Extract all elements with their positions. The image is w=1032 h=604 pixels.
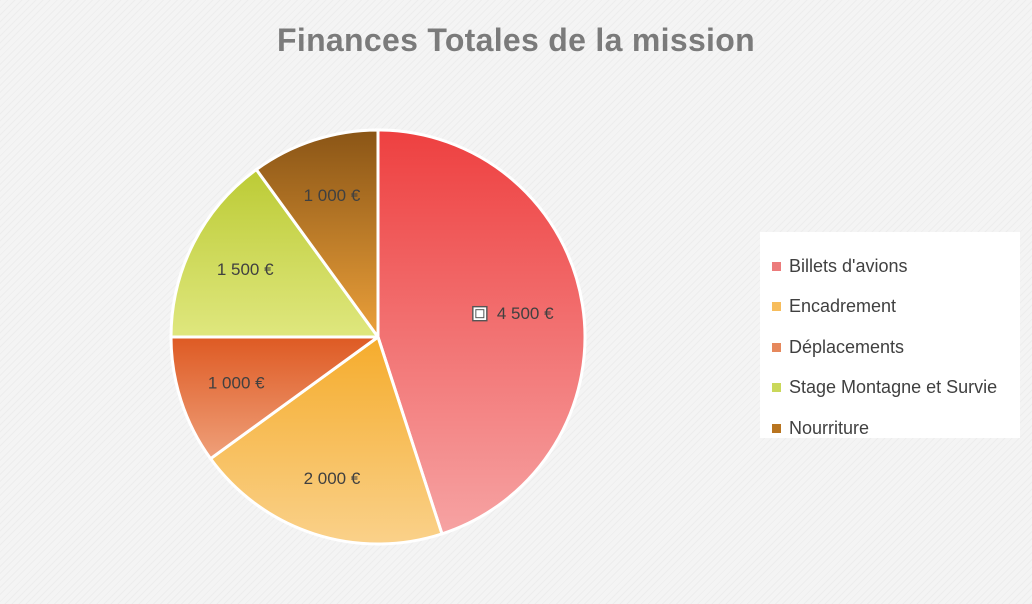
- label-selection-handle[interactable]: [472, 305, 488, 322]
- pie-slice: [376, 128, 587, 536]
- legend-swatch: [772, 423, 781, 433]
- legend-item: Encadrement: [772, 287, 1020, 328]
- legend-swatch: [772, 302, 781, 312]
- pie-slice: [209, 335, 444, 546]
- legend-swatch: [772, 342, 781, 352]
- pie-slice: [169, 335, 380, 461]
- legend-swatch: [772, 261, 781, 271]
- slice-data-label: 4 500 €: [497, 304, 554, 323]
- label-selection-handle-inner: [475, 309, 485, 319]
- slice-data-label: 1 000 €: [208, 374, 265, 393]
- legend-item: Nourriture: [772, 408, 1020, 449]
- pie-slice: [254, 128, 380, 339]
- legend-item: Billets d'avions: [772, 246, 1020, 287]
- chart-legend: Billets d'avions Encadrement Déplacement…: [760, 232, 1020, 438]
- pie-slice: [169, 168, 380, 339]
- legend-swatch: [772, 383, 781, 393]
- slice-data-label: 1 500 €: [217, 260, 274, 279]
- slice-data-label: 1 000 €: [304, 186, 361, 205]
- legend-label: Stage Montagne et Survie: [789, 377, 998, 398]
- legend-label: Billets d'avions: [789, 255, 908, 276]
- slice-data-label: 2 000 €: [304, 469, 361, 488]
- chart-title: Finances Totales de la mission: [277, 22, 755, 58]
- legend-label: Encadrement: [789, 296, 897, 317]
- legend-label: Nourriture: [789, 417, 870, 438]
- legend-item: Stage Montagne et Survie: [772, 368, 1020, 409]
- legend-item: Déplacements: [772, 327, 1020, 368]
- legend-label: Déplacements: [789, 336, 905, 357]
